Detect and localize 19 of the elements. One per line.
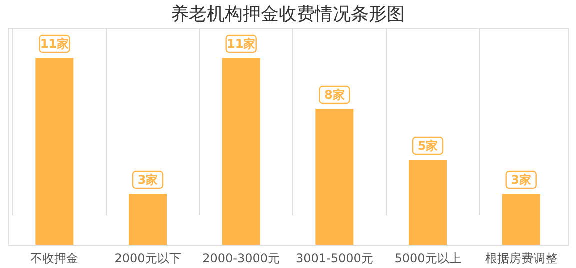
bar bbox=[409, 160, 447, 245]
data-label: 11家 bbox=[226, 37, 256, 51]
data-label: 8家 bbox=[324, 88, 345, 102]
bar bbox=[36, 58, 74, 245]
data-label: 3家 bbox=[511, 173, 532, 187]
x-tick-label: 根据房费调整 bbox=[485, 252, 558, 266]
bar bbox=[502, 194, 540, 245]
x-tick-label: 2000元以下 bbox=[114, 252, 182, 266]
bar bbox=[316, 109, 354, 245]
bar bbox=[222, 58, 260, 245]
data-label: 11家 bbox=[40, 37, 70, 51]
chart-title: 养老机构押金收费情况条形图 bbox=[171, 4, 405, 25]
data-label: 3家 bbox=[138, 173, 158, 187]
x-tick-label: 3001-5000元 bbox=[296, 252, 374, 266]
data-label: 5家 bbox=[418, 139, 438, 153]
x-tick-label: 不收押金 bbox=[30, 252, 79, 266]
x-tick-label: 2000-3000元 bbox=[202, 252, 280, 266]
bar bbox=[129, 194, 167, 245]
x-tick-label: 5000元以上 bbox=[394, 252, 462, 266]
